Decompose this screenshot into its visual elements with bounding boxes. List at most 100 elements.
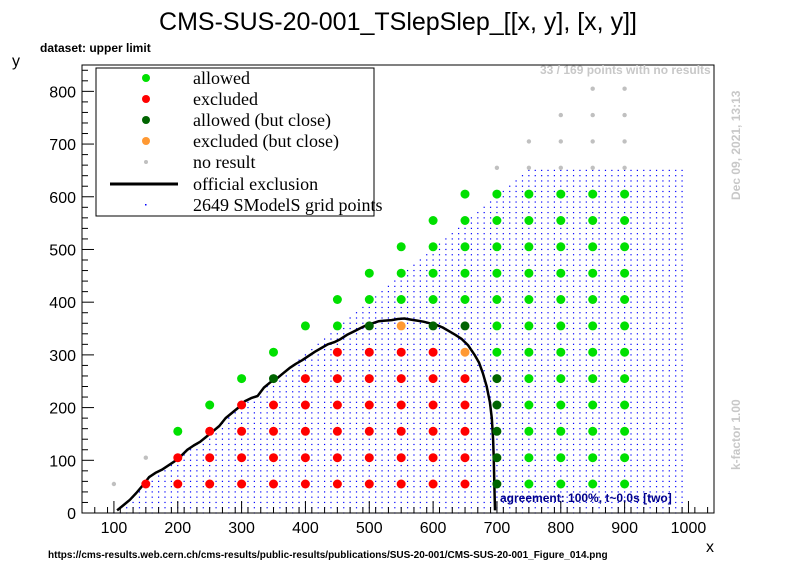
grid-point — [355, 438, 358, 440]
grid-point — [489, 501, 492, 504]
grid-point — [426, 349, 428, 351]
grid-point — [228, 475, 230, 477]
grid-point — [489, 301, 492, 303]
grid-point — [483, 449, 485, 451]
grid-point — [477, 464, 479, 467]
grid-point — [649, 391, 651, 393]
grid-point — [534, 464, 536, 467]
grid-point — [585, 507, 587, 509]
grid-point — [489, 211, 492, 214]
grid-point — [572, 354, 575, 356]
grid-point — [483, 259, 485, 261]
grid-point — [617, 217, 619, 219]
grid-point — [579, 211, 581, 214]
grid-point — [151, 496, 153, 498]
grid-point — [624, 412, 626, 414]
grid-point — [387, 464, 390, 467]
grid-point — [528, 306, 530, 309]
grid-point — [534, 243, 536, 245]
grid-point — [643, 275, 645, 277]
grid-point — [177, 464, 179, 467]
grid-point — [375, 496, 377, 498]
grid-point — [189, 454, 192, 456]
grid-point — [585, 233, 587, 235]
grid-point — [534, 470, 536, 472]
grid-point — [368, 391, 370, 393]
grid-point — [572, 370, 575, 372]
grid-point — [502, 475, 504, 477]
excluded-point — [364, 426, 374, 436]
grid-point — [477, 327, 479, 330]
grid-point — [451, 364, 453, 367]
grid-point — [381, 301, 383, 303]
excluded-point — [300, 374, 310, 384]
grid-point — [528, 317, 530, 319]
grid-point — [515, 190, 517, 193]
allowed-point — [556, 400, 566, 410]
grid-point — [323, 380, 326, 382]
grid-point — [285, 417, 287, 419]
grid-point — [483, 385, 485, 388]
grid-point — [534, 422, 536, 424]
grid-point — [381, 486, 383, 488]
grid-point — [375, 480, 377, 482]
grid-point — [572, 364, 575, 367]
grid-point — [502, 470, 504, 472]
grid-point — [515, 501, 517, 504]
grid-point — [419, 275, 421, 277]
grid-point — [317, 459, 319, 461]
grid-point — [681, 470, 683, 472]
grid-point — [292, 370, 294, 372]
grid-point — [681, 248, 683, 251]
grid-point — [317, 438, 319, 440]
grid-point — [496, 385, 498, 388]
grid-point — [311, 486, 313, 488]
grid-point — [323, 428, 326, 430]
allowed-point — [620, 216, 630, 225]
grid-point — [630, 428, 632, 430]
grid-point — [477, 301, 479, 303]
grid-point — [406, 349, 409, 351]
grid-point — [349, 459, 351, 461]
grid-point — [464, 443, 466, 446]
grid-point — [477, 375, 479, 377]
x-tick-label: 800 — [547, 520, 574, 537]
grid-point — [547, 459, 549, 461]
grid-point — [515, 449, 517, 451]
grid-point — [611, 496, 613, 498]
grid-point — [630, 185, 632, 187]
grid-point — [547, 248, 549, 251]
grid-point — [406, 507, 409, 509]
grid-point — [649, 475, 651, 477]
grid-point — [228, 470, 230, 472]
grid-point — [668, 486, 670, 488]
grid-point — [630, 385, 632, 388]
grid-point — [598, 211, 600, 214]
grid-point — [534, 343, 536, 345]
grid-point — [655, 343, 658, 345]
grid-point — [649, 454, 651, 456]
grid-point — [458, 269, 460, 272]
grid-point — [496, 201, 498, 203]
grid-point — [534, 443, 536, 446]
grid-point — [260, 438, 262, 440]
grid-point — [266, 480, 268, 482]
grid-point — [285, 401, 287, 403]
grid-point — [394, 464, 396, 467]
grid-point — [579, 243, 581, 245]
grid-point — [406, 449, 409, 451]
grid-point — [604, 438, 607, 440]
grid-point — [445, 417, 447, 419]
grid-point — [509, 354, 511, 356]
grid-point — [509, 190, 511, 193]
grid-point — [624, 364, 626, 367]
grid-point — [624, 227, 626, 229]
grid-point — [323, 385, 326, 388]
grid-point — [668, 196, 670, 198]
grid-point — [662, 211, 664, 214]
grid-point — [681, 364, 683, 367]
grid-point — [598, 401, 600, 403]
grid-point — [611, 354, 613, 356]
grid-point — [579, 301, 581, 303]
grid-point — [368, 370, 370, 372]
